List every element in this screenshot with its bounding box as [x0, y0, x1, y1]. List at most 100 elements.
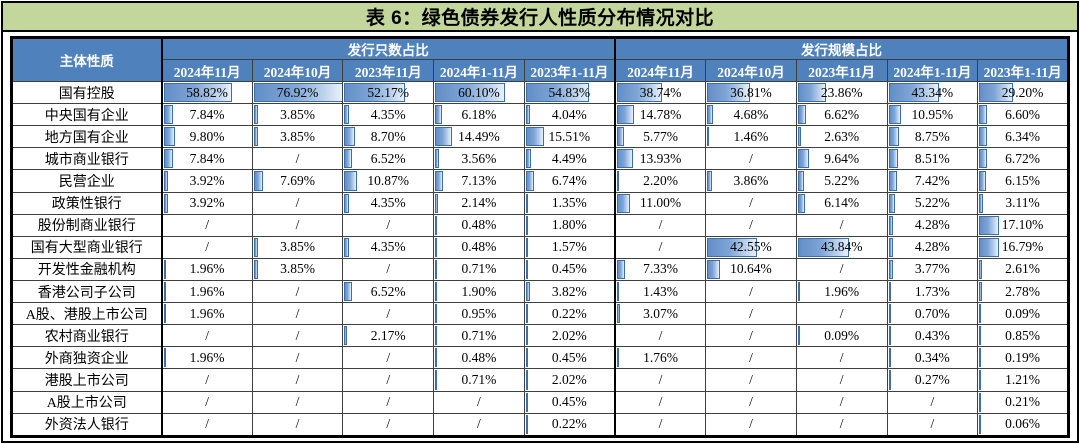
- cell-value: 52.17%: [367, 84, 410, 100]
- data-cell: /: [161, 390, 253, 414]
- data-cell: 0.85%: [977, 324, 1069, 348]
- cell-value: /: [295, 195, 300, 211]
- data-cell: 11.00%: [613, 191, 707, 215]
- table-row: 外商独资企业 1.96% / / 0.48% 0.45% 1.76% / / 0.34% 0.19%: [11, 346, 1069, 370]
- row-label: 外商独资企业: [11, 346, 163, 370]
- data-cell: /: [795, 302, 888, 326]
- cell-value: 15.51%: [548, 128, 591, 144]
- data-bar: [435, 105, 443, 125]
- data-cell: /: [705, 191, 797, 215]
- data-bar: [344, 171, 358, 191]
- cell-value: 3.77%: [914, 261, 950, 277]
- header-group-row: 主体性质 发行只数占比 发行规模占比: [11, 37, 1069, 82]
- data-bar: [888, 83, 940, 103]
- group-header-scale: 发行规模占比: [613, 37, 1069, 60]
- data-cell: 3.11%: [977, 191, 1069, 215]
- cell-value: 17.10%: [1001, 217, 1044, 233]
- data-cell: 0.21%: [977, 390, 1069, 414]
- data-cell: /: [251, 368, 344, 392]
- col-header: 2024年11月: [161, 59, 253, 82]
- data-bar: [797, 149, 810, 169]
- table-row: 港股上市公司 / / / 0.71% 2.02% / / / 0.27% 1.21%: [11, 368, 1069, 392]
- cell-value: 10.87%: [367, 172, 410, 188]
- data-cell: 0.48%: [433, 346, 525, 370]
- cell-value: 4.68%: [733, 106, 769, 122]
- cell-value: /: [295, 394, 300, 410]
- data-bar: [616, 149, 634, 169]
- data-bar: [525, 414, 528, 434]
- data-bar: [344, 326, 347, 346]
- data-cell: 7.69%: [251, 169, 344, 193]
- data-cell: /: [251, 191, 344, 215]
- data-cell: /: [705, 213, 797, 237]
- cell-value: 14.49%: [458, 128, 500, 144]
- data-cell: 8.51%: [886, 147, 979, 171]
- data-cell: /: [161, 368, 253, 392]
- data-bar: [435, 326, 438, 346]
- data-bar: [979, 414, 982, 434]
- data-bar: [797, 237, 849, 257]
- data-cell: /: [705, 302, 797, 326]
- cell-value: /: [658, 327, 663, 343]
- data-cell: /: [251, 279, 344, 304]
- data-cell: 2.61%: [977, 257, 1069, 281]
- col-header: 2023年1-11月: [523, 59, 616, 82]
- row-label: 中央国有企业: [11, 103, 163, 127]
- data-bar: [979, 348, 982, 368]
- row-label: 国有大型商业银行: [11, 235, 163, 259]
- data-cell: 0.70%: [886, 302, 979, 326]
- cell-value: 3.92%: [189, 172, 225, 188]
- data-cell: /: [161, 213, 253, 237]
- cell-value: /: [386, 394, 391, 410]
- cell-value: 0.71%: [461, 261, 497, 277]
- data-cell: /: [251, 213, 344, 237]
- data-bar: [707, 237, 757, 257]
- cell-value: /: [295, 416, 300, 432]
- table-row: 民营企业 3.92% 7.69% 10.87% 7.13% 6.74% 2.20% 3.86%…: [11, 169, 1069, 193]
- data-cell: 7.42%: [886, 169, 979, 193]
- cell-value: 3.82%: [551, 283, 587, 299]
- cell-value: 0.34%: [914, 349, 950, 365]
- cell-value: /: [386, 261, 391, 277]
- data-bar: [525, 83, 590, 103]
- table-row: A股、港股上市公司 1.96% / / 0.95% 0.22% 3.07% / / 0.70% 0.…: [11, 302, 1069, 326]
- table-row: 城市商业银行 7.84% / 6.52% 3.56% 4.49% 13.93% / 9.64% 8…: [11, 147, 1069, 171]
- data-bar: [979, 304, 982, 324]
- col-header: 2024年10月: [251, 59, 344, 82]
- data-cell: 5.22%: [795, 169, 888, 193]
- cell-value: /: [658, 239, 663, 255]
- table-row: 香港公司子公司 1.96% / 6.52% 1.90% 3.82% 1.43% / 1.96% 1…: [11, 279, 1069, 304]
- cell-value: 9.64%: [824, 150, 860, 166]
- data-bar: [797, 281, 801, 302]
- cell-value: 0.21%: [1005, 394, 1041, 410]
- data-cell: 0.09%: [795, 324, 888, 348]
- cell-value: 23.86%: [820, 84, 863, 100]
- data-cell: 7.13%: [433, 169, 525, 193]
- data-cell: /: [251, 147, 344, 171]
- data-cell: 1.46%: [705, 125, 797, 149]
- data-bar: [163, 149, 173, 169]
- data-cell: 3.85%: [251, 125, 344, 149]
- cell-value: 7.69%: [280, 172, 315, 188]
- cell-value: /: [930, 416, 935, 432]
- cell-value: 3.07%: [643, 305, 678, 321]
- cell-value: 0.95%: [461, 305, 497, 321]
- data-cell: 3.77%: [886, 257, 979, 281]
- row-label: 民营企业: [11, 169, 163, 193]
- cell-value: 1.96%: [824, 283, 860, 299]
- cell-value: 7.33%: [643, 261, 678, 277]
- data-cell: 0.71%: [433, 324, 525, 348]
- data-bar: [435, 171, 444, 191]
- data-cell: 0.71%: [433, 368, 525, 392]
- cell-value: 7.84%: [189, 150, 225, 166]
- cell-value: /: [205, 394, 209, 410]
- cell-value: 0.09%: [824, 327, 860, 343]
- data-cell: 1.21%: [977, 368, 1069, 392]
- row-label: 农村商业银行: [11, 324, 163, 348]
- cell-value: /: [205, 327, 209, 343]
- data-cell: 3.92%: [161, 169, 253, 193]
- cell-value: 0.22%: [551, 305, 587, 321]
- data-bar: [435, 83, 506, 103]
- data-cell: 9.80%: [161, 125, 253, 149]
- data-cell: /: [161, 412, 253, 438]
